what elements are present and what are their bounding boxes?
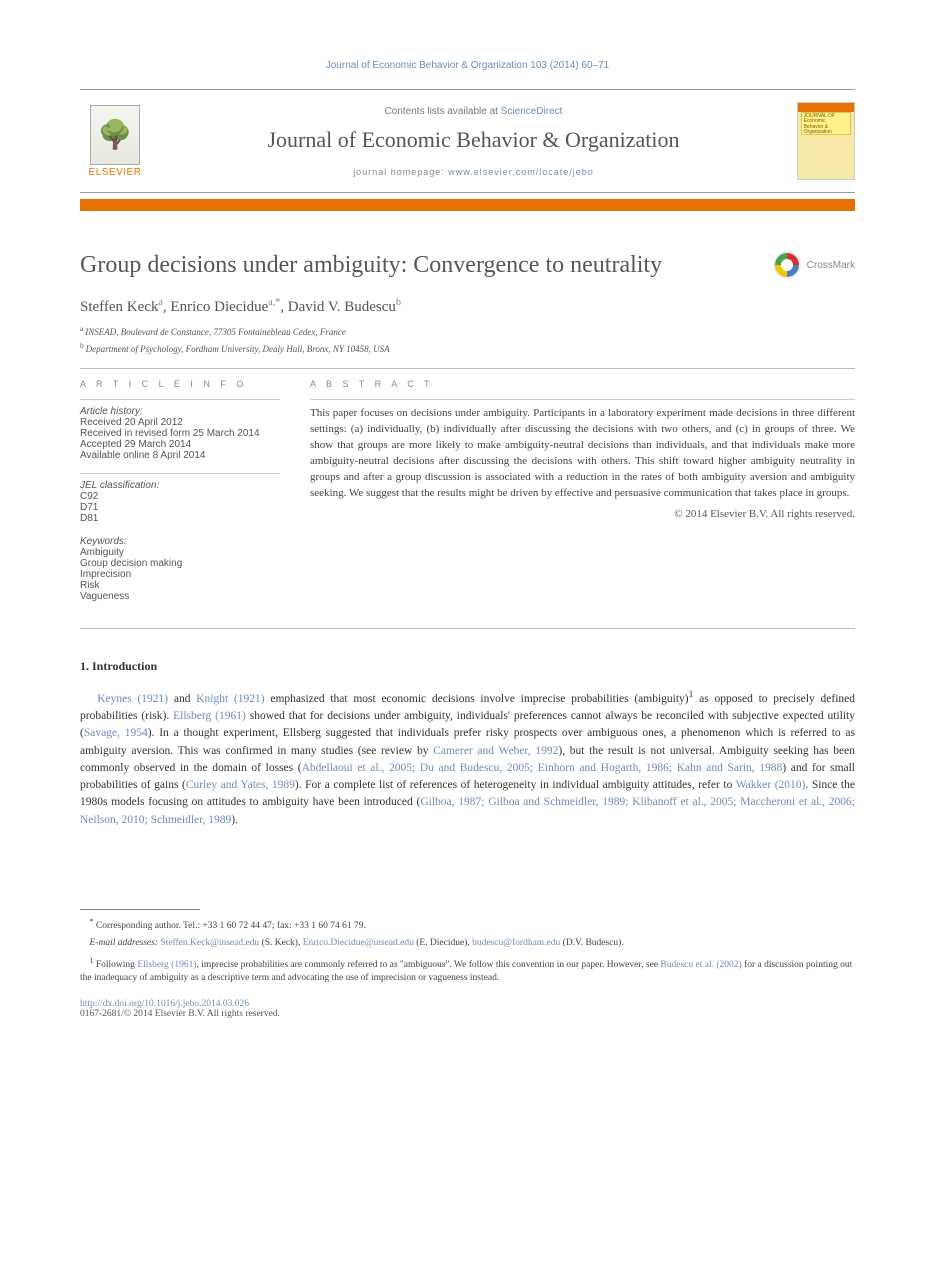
footnote-ref[interactable]: 1 bbox=[90, 956, 94, 965]
contents-prefix: Contents lists available at bbox=[385, 106, 501, 117]
email-link[interactable]: budescu@fordham.edu bbox=[472, 938, 560, 948]
abstract-column: A B S T R A C T This paper focuses on de… bbox=[310, 379, 855, 614]
keyword: Imprecision bbox=[80, 569, 280, 580]
jel-code: D81 bbox=[80, 513, 280, 524]
affiliation: a INSEAD, Boulevard de Constance, 77305 … bbox=[80, 324, 855, 337]
affiliation: b Department of Psychology, Fordham Univ… bbox=[80, 341, 855, 354]
info-divider bbox=[80, 399, 280, 400]
doi-link[interactable]: http://dx.doi.org/10.1016/j.jebo.2014.03… bbox=[80, 999, 249, 1009]
keyword: Ambiguity bbox=[80, 547, 280, 558]
author-affil-sup: b bbox=[396, 297, 401, 308]
history-line: Available online 8 April 2014 bbox=[80, 450, 280, 461]
affiliation-sup: a bbox=[80, 324, 85, 333]
citation-link[interactable]: Keynes (1921) bbox=[97, 693, 168, 705]
footnotes-block: * Corresponding author. Tel.: +33 1 60 7… bbox=[80, 909, 855, 986]
crossmark-label: CrossMark bbox=[807, 260, 855, 271]
citation-link[interactable]: Ellsberg (1961) bbox=[173, 710, 246, 722]
history-label: Article history: bbox=[80, 406, 280, 417]
abstract-text: This paper focuses on decisions under am… bbox=[310, 406, 855, 502]
keyword: Risk bbox=[80, 580, 280, 591]
corresponding-author-footnote: * Corresponding author. Tel.: +33 1 60 7… bbox=[80, 916, 855, 933]
abstract-copyright: © 2014 Elsevier B.V. All rights reserved… bbox=[310, 508, 855, 520]
journal-homepage-line: journal homepage: www.elsevier.com/locat… bbox=[150, 167, 797, 177]
issn-copyright: 0167-2681/© 2014 Elsevier B.V. All right… bbox=[80, 1009, 855, 1019]
author: Steffen Keck bbox=[80, 299, 158, 315]
jel-code: D71 bbox=[80, 502, 280, 513]
email-link[interactable]: Steffen.Keck@insead.edu bbox=[160, 938, 259, 948]
crossmark-badge[interactable]: CrossMark bbox=[773, 251, 855, 279]
author: Enrico Diecidue bbox=[170, 299, 268, 315]
citation-link[interactable]: Gilboa, 1987; Gilboa and Schmeidler, 198… bbox=[80, 796, 855, 825]
footnote-ref[interactable]: 1 bbox=[689, 689, 694, 700]
email-link[interactable]: Enrico.Diecidue@insead.edu bbox=[303, 938, 414, 948]
authors-line: Steffen Kecka, Enrico Dieciduea,*, David… bbox=[80, 297, 855, 316]
author: David V. Budescu bbox=[288, 299, 396, 315]
homepage-label: journal homepage: bbox=[353, 167, 448, 177]
citation-link[interactable]: Abdellaoui et al., 2005; Du and Budescu,… bbox=[302, 762, 783, 774]
citation-link[interactable]: Ellsberg (1961) bbox=[137, 960, 196, 970]
info-divider bbox=[80, 473, 280, 474]
abstract-heading: A B S T R A C T bbox=[310, 379, 855, 389]
email-addresses-footnote: E-mail addresses: Steffen.Keck@insead.ed… bbox=[80, 937, 855, 950]
footnote-rule bbox=[80, 909, 200, 910]
journal-header: ELSEVIER Contents lists available at Sci… bbox=[80, 89, 855, 193]
corr-marker: * bbox=[90, 917, 94, 926]
crossmark-icon bbox=[773, 251, 801, 279]
corr-text: Corresponding author. Tel.: +33 1 60 72 … bbox=[96, 921, 366, 931]
history-line: Received in revised form 25 March 2014 bbox=[80, 428, 280, 439]
article-info-column: A R T I C L E I N F O Article history: R… bbox=[80, 379, 280, 614]
title-row: Group decisions under ambiguity: Converg… bbox=[80, 251, 855, 279]
sciencedirect-link[interactable]: ScienceDirect bbox=[501, 106, 563, 117]
keywords-label: Keywords: bbox=[80, 536, 280, 547]
keywords-block: Keywords: AmbiguityGroup decision making… bbox=[80, 536, 280, 602]
keyword: Vagueness bbox=[80, 591, 280, 602]
page: Journal of Economic Behavior & Organizat… bbox=[0, 0, 935, 1059]
jel-code: C92 bbox=[80, 491, 280, 502]
orange-accent-bar bbox=[80, 199, 855, 211]
author-affil-sup: a bbox=[158, 297, 162, 308]
citation-link[interactable]: Savage, 1954 bbox=[84, 727, 148, 739]
section-1-body: Keynes (1921) and Knight (1921) emphasiz… bbox=[80, 688, 855, 829]
citation-link[interactable]: Wakker (2010) bbox=[736, 779, 806, 791]
jel-block: JEL classification: C92D71D81 bbox=[80, 480, 280, 524]
info-abstract-row: A R T I C L E I N F O Article history: R… bbox=[80, 379, 855, 614]
section-1-heading: 1. Introduction bbox=[80, 659, 855, 674]
info-divider bbox=[310, 399, 855, 400]
journal-header-center: Contents lists available at ScienceDirec… bbox=[150, 106, 797, 177]
divider bbox=[80, 368, 855, 369]
citation-link[interactable]: Budescu et al. (2002) bbox=[660, 960, 741, 970]
footnote-1: 1 Following Ellsberg (1961), imprecise p… bbox=[80, 955, 855, 986]
history-line: Accepted 29 March 2014 bbox=[80, 439, 280, 450]
homepage-url[interactable]: www.elsevier.com/locate/jebo bbox=[448, 167, 594, 177]
citation-link[interactable]: Camerer and Weber, 1992 bbox=[433, 745, 558, 757]
publisher-logo-block: ELSEVIER bbox=[80, 105, 150, 178]
keyword: Group decision making bbox=[80, 558, 280, 569]
doi-block: http://dx.doi.org/10.1016/j.jebo.2014.03… bbox=[80, 999, 855, 1019]
history-line: Received 20 April 2012 bbox=[80, 417, 280, 428]
citation-link[interactable]: Knight (1921) bbox=[196, 693, 264, 705]
affiliation-sup: b bbox=[80, 341, 86, 350]
divider bbox=[80, 628, 855, 629]
citation-link[interactable]: Curley and Yates, 1989 bbox=[186, 779, 295, 791]
publisher-label: ELSEVIER bbox=[80, 167, 150, 178]
running-citation: Journal of Economic Behavior & Organizat… bbox=[80, 60, 855, 71]
article-title: Group decisions under ambiguity: Converg… bbox=[80, 252, 662, 279]
elsevier-tree-icon bbox=[90, 105, 140, 165]
journal-cover-thumbnail bbox=[797, 102, 855, 180]
affiliations-block: a INSEAD, Boulevard de Constance, 77305 … bbox=[80, 324, 855, 354]
intro-paragraph: Keynes (1921) and Knight (1921) emphasiz… bbox=[80, 688, 855, 829]
jel-label: JEL classification: bbox=[80, 480, 280, 491]
emails-label: E-mail addresses: bbox=[90, 938, 161, 948]
journal-name: Journal of Economic Behavior & Organizat… bbox=[150, 127, 797, 153]
article-history-block: Article history: Received 20 April 2012R… bbox=[80, 406, 280, 461]
contents-available-line: Contents lists available at ScienceDirec… bbox=[150, 106, 797, 117]
article-info-heading: A R T I C L E I N F O bbox=[80, 379, 280, 389]
author-affil-sup: a,* bbox=[268, 297, 280, 308]
